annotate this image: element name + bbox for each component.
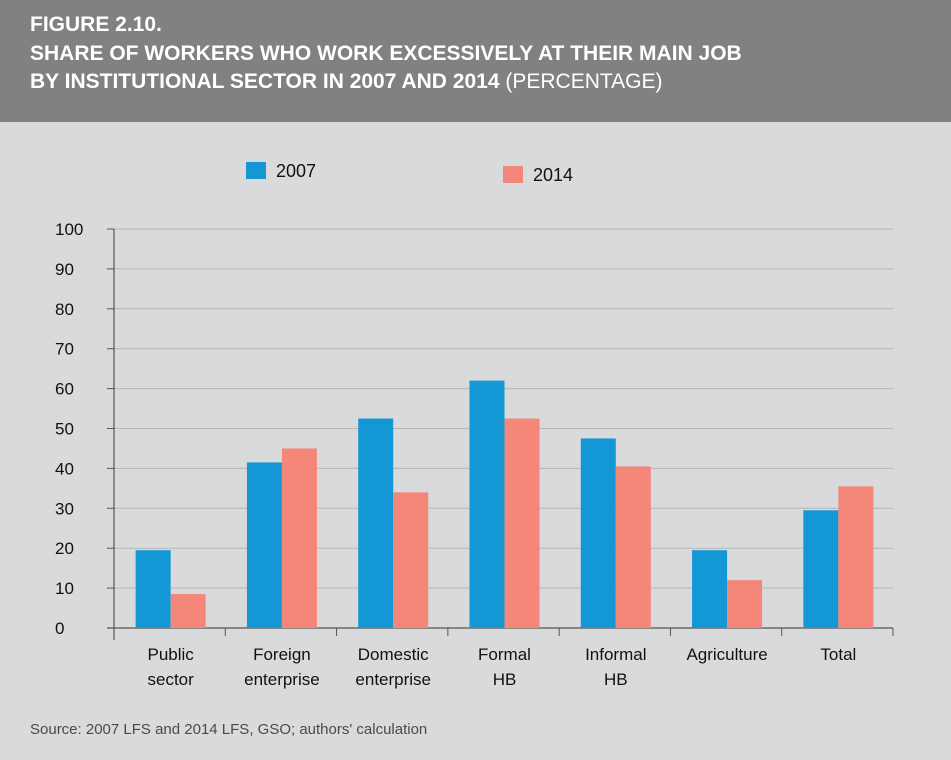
bar-2007 bbox=[803, 510, 839, 628]
y-tick-label: 70 bbox=[55, 340, 74, 359]
title-line-2-text: BY INSTITUTIONAL SECTOR IN 2007 AND 2014 bbox=[30, 70, 500, 93]
bar-2014 bbox=[281, 448, 317, 628]
y-tick-label: 40 bbox=[55, 459, 74, 478]
bar-2014 bbox=[504, 418, 540, 628]
title-unit: (PERCENTAGE) bbox=[505, 70, 663, 93]
x-tick-label: Formal bbox=[478, 645, 531, 664]
figure-title: SHARE OF WORKERS WHO WORK EXCESSIVELY AT… bbox=[30, 40, 951, 96]
x-tick-label: Domestic bbox=[358, 645, 429, 664]
bar-2007 bbox=[469, 380, 505, 628]
x-tick-label: enterprise bbox=[355, 670, 431, 689]
bar-2014 bbox=[838, 486, 874, 628]
legend-swatch-2014 bbox=[503, 166, 523, 183]
y-tick-label: 30 bbox=[55, 499, 74, 518]
title-line-2: BY INSTITUTIONAL SECTOR IN 2007 AND 2014… bbox=[30, 68, 951, 96]
x-tick-label: Informal bbox=[585, 645, 646, 664]
figure-header: FIGURE 2.10. SHARE OF WORKERS WHO WORK E… bbox=[0, 0, 951, 122]
bar-2007 bbox=[135, 550, 171, 628]
bar-2014 bbox=[170, 594, 206, 628]
source-note: Source: 2007 LFS and 2014 LFS, GSO; auth… bbox=[30, 721, 428, 738]
y-tick-label: 100 bbox=[55, 220, 83, 239]
y-tick-label: 50 bbox=[55, 420, 74, 439]
bar-2014 bbox=[393, 492, 429, 628]
y-tick-label: 20 bbox=[55, 539, 74, 558]
bar-2014 bbox=[727, 580, 763, 628]
figure-label: FIGURE 2.10. bbox=[30, 13, 162, 36]
x-tick-label: Public bbox=[147, 645, 194, 664]
y-tick-label: 80 bbox=[55, 300, 74, 319]
x-tick-label: Total bbox=[820, 645, 856, 664]
y-tick-label: 0 bbox=[55, 619, 64, 638]
x-tick-label: HB bbox=[493, 670, 517, 689]
y-tick-label: 60 bbox=[55, 380, 74, 399]
x-tick-label: Foreign bbox=[253, 645, 311, 664]
bar-2007 bbox=[692, 550, 728, 628]
legend-label-2014: 2014 bbox=[533, 165, 573, 185]
title-line-1: SHARE OF WORKERS WHO WORK EXCESSIVELY AT… bbox=[30, 42, 742, 65]
bar-2007 bbox=[246, 462, 282, 628]
bar-2014 bbox=[615, 466, 651, 628]
x-tick-label: sector bbox=[147, 670, 194, 689]
bar-2007 bbox=[358, 418, 394, 628]
x-tick-label: enterprise bbox=[244, 670, 320, 689]
bar-2007 bbox=[580, 438, 616, 628]
y-tick-label: 10 bbox=[55, 579, 74, 598]
legend-swatch-2007 bbox=[246, 162, 266, 179]
chart-svg: 0 10 20 30 40 50 60 70 80 90 100 Public sector Foreig… bbox=[55, 161, 894, 689]
y-tick-label: 90 bbox=[55, 260, 74, 279]
legend-label-2007: 2007 bbox=[276, 161, 316, 181]
x-tick-label: HB bbox=[604, 670, 628, 689]
x-tick-label: Agriculture bbox=[686, 645, 767, 664]
bar-chart: 0 10 20 30 40 50 60 70 80 90 100 Public sector Foreig… bbox=[0, 122, 951, 712]
